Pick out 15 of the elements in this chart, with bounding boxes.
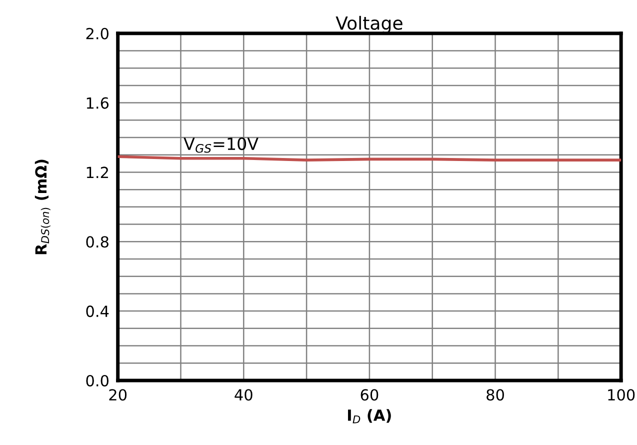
x-tick-label: 100 bbox=[608, 389, 635, 401]
y-tick-label: 0.8 bbox=[86, 236, 108, 248]
annotation: V$_{GS}$=10V bbox=[184, 138, 258, 153]
chart-title: Voltage bbox=[336, 16, 402, 34]
y-axis-title: R$_{DS(on)}$ (mΩ) bbox=[34, 160, 50, 254]
y-tick-label: 2.0 bbox=[86, 28, 108, 40]
y-tick-label: 1.2 bbox=[86, 166, 108, 178]
x-tick-label: 60 bbox=[360, 389, 378, 401]
x-axis-title: I$_{D}$ (A) bbox=[348, 409, 391, 424]
y-tick-label: 0.4 bbox=[86, 306, 109, 318]
x-tick-label: 80 bbox=[486, 389, 504, 401]
y-tick-label: 1.6 bbox=[86, 97, 109, 109]
x-tick-label: 40 bbox=[234, 389, 252, 401]
y-tick-label: 0.0 bbox=[86, 374, 108, 386]
x-tick-label: 20 bbox=[109, 389, 127, 401]
